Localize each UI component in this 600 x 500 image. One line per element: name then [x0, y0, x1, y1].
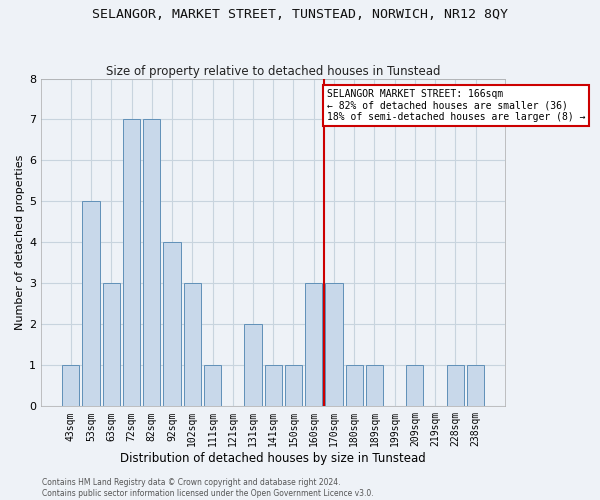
Bar: [366, 366, 383, 406]
Bar: [123, 120, 140, 406]
Bar: [163, 242, 181, 406]
Title: Size of property relative to detached houses in Tunstead: Size of property relative to detached ho…: [106, 66, 440, 78]
Bar: [406, 366, 424, 406]
Bar: [143, 120, 160, 406]
Bar: [204, 366, 221, 406]
Bar: [305, 284, 322, 406]
Bar: [346, 366, 363, 406]
Text: SELANGOR, MARKET STREET, TUNSTEAD, NORWICH, NR12 8QY: SELANGOR, MARKET STREET, TUNSTEAD, NORWI…: [92, 8, 508, 20]
Bar: [447, 366, 464, 406]
Bar: [244, 324, 262, 406]
Bar: [184, 284, 201, 406]
Bar: [467, 366, 484, 406]
Bar: [265, 366, 282, 406]
Bar: [62, 366, 79, 406]
Bar: [103, 284, 120, 406]
Text: SELANGOR MARKET STREET: 166sqm
← 82% of detached houses are smaller (36)
18% of : SELANGOR MARKET STREET: 166sqm ← 82% of …: [327, 88, 586, 122]
Bar: [325, 284, 343, 406]
Text: Contains HM Land Registry data © Crown copyright and database right 2024.
Contai: Contains HM Land Registry data © Crown c…: [42, 478, 374, 498]
Bar: [82, 202, 100, 406]
X-axis label: Distribution of detached houses by size in Tunstead: Distribution of detached houses by size …: [121, 452, 426, 465]
Bar: [285, 366, 302, 406]
Y-axis label: Number of detached properties: Number of detached properties: [15, 154, 25, 330]
